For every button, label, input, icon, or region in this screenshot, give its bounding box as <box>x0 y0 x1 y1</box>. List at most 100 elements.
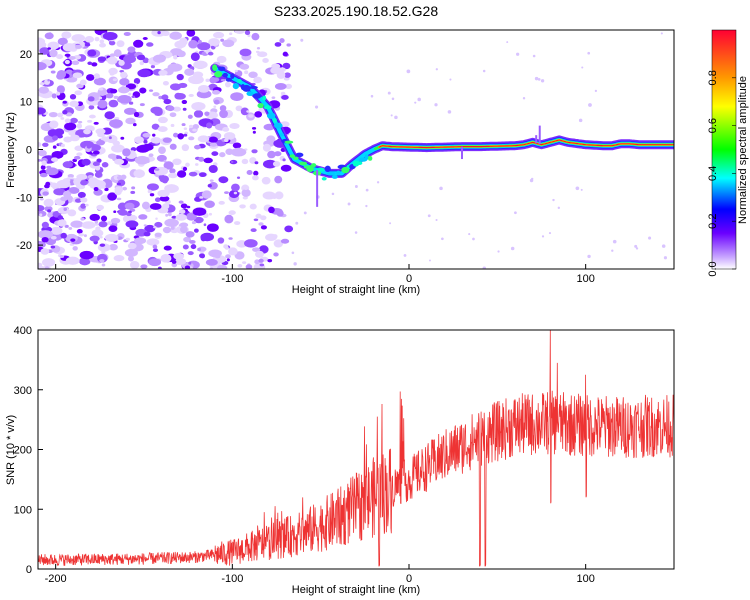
noise-blob <box>387 91 391 95</box>
noise-blob <box>283 72 291 78</box>
noise-blob <box>69 94 77 100</box>
noise-blob <box>67 209 77 217</box>
noise-blob <box>331 192 335 196</box>
noise-blob <box>49 120 59 129</box>
snr-x-label: Height of straight line (km) <box>292 584 420 596</box>
noise-blob <box>211 89 221 95</box>
noise-blob <box>281 95 289 100</box>
noise-blob <box>87 61 93 66</box>
noise-blob <box>44 32 54 40</box>
noise-blob <box>71 34 86 42</box>
noise-blob <box>169 168 176 174</box>
noise-blob <box>197 42 211 51</box>
noise-blob <box>262 159 278 169</box>
noise-blob <box>102 31 118 41</box>
noise-blob <box>252 130 256 134</box>
noise-blob <box>206 223 219 232</box>
noise-blob <box>51 157 59 162</box>
noise-blob <box>208 136 218 143</box>
noise-blob <box>225 148 234 155</box>
ridge-blob <box>257 102 264 109</box>
noise-blob <box>243 186 249 191</box>
noise-blob <box>169 31 182 40</box>
noise-blob <box>57 206 70 215</box>
snr-y-label: SNR (10 * v/v) <box>5 415 17 485</box>
x-tick-label: 0 <box>406 273 412 285</box>
noise-blob <box>193 216 204 224</box>
noise-blob <box>199 196 204 199</box>
noise-blob <box>267 259 273 263</box>
noise-blob <box>190 52 200 62</box>
noise-blob <box>272 161 281 167</box>
noise-blob <box>41 236 49 243</box>
noise-blob <box>122 186 128 191</box>
noise-blob <box>106 134 118 144</box>
noise-blob <box>162 226 172 234</box>
noise-blob <box>142 132 151 138</box>
noise-blob <box>125 83 137 90</box>
noise-blob <box>76 173 88 181</box>
noise-blob <box>532 54 536 58</box>
noise-blob <box>52 135 59 141</box>
noise-blob <box>38 240 46 249</box>
noise-blob <box>70 220 84 228</box>
noise-blob <box>62 43 76 52</box>
noise-blob <box>229 32 233 36</box>
ridge-blob <box>298 161 308 166</box>
noise-blob <box>168 172 178 179</box>
noise-blob <box>56 54 64 60</box>
noise-blob <box>193 110 204 118</box>
noise-blob <box>510 246 515 251</box>
noise-blob <box>91 229 104 237</box>
noise-blob <box>244 30 251 36</box>
noise-blob <box>258 222 264 226</box>
noise-blob <box>93 121 99 125</box>
noise-blob <box>163 161 174 170</box>
noise-blob <box>51 93 57 99</box>
y-tick-label: 300 <box>14 385 32 397</box>
noise-blob <box>56 85 65 94</box>
noise-blob <box>78 233 85 237</box>
noise-blob <box>293 262 297 266</box>
ridge-blob <box>242 84 251 92</box>
noise-blob <box>417 97 421 102</box>
noise-blob <box>244 70 249 75</box>
noise-blob <box>120 174 127 180</box>
noise-blob <box>246 110 250 113</box>
noise-blob <box>260 225 267 230</box>
noise-blob <box>106 57 112 62</box>
noise-blob <box>108 99 119 108</box>
ridge-blob <box>367 155 373 161</box>
noise-blob <box>182 244 189 250</box>
noise-blob <box>44 266 50 269</box>
noise-blob <box>114 158 125 165</box>
noise-blob <box>57 219 67 227</box>
ridge-blob <box>236 78 242 83</box>
noise-blob <box>482 69 486 73</box>
noise-blob <box>107 153 117 159</box>
noise-blob <box>86 144 92 149</box>
noise-blob <box>218 176 229 184</box>
noise-blob <box>109 73 115 76</box>
noise-blob <box>178 209 186 214</box>
noise-blob <box>87 96 95 102</box>
noise-blob <box>427 214 431 218</box>
noise-blob <box>178 200 184 204</box>
noise-blob <box>56 91 61 96</box>
noise-blob <box>108 67 118 75</box>
noise-blob <box>38 149 47 157</box>
noise-blob <box>241 158 249 165</box>
noise-blob <box>252 247 261 252</box>
noise-blob <box>41 258 56 267</box>
noise-blob <box>162 137 172 143</box>
noise-blob <box>188 39 198 49</box>
noise-blob <box>76 229 83 234</box>
noise-blob <box>261 176 271 185</box>
noise-blob <box>128 101 134 105</box>
ridge-blob <box>246 91 254 97</box>
noise-blob <box>116 40 125 48</box>
noise-blob <box>84 43 91 47</box>
noise-blob <box>41 160 47 166</box>
noise-blob <box>60 232 67 239</box>
noise-blob <box>253 170 259 176</box>
